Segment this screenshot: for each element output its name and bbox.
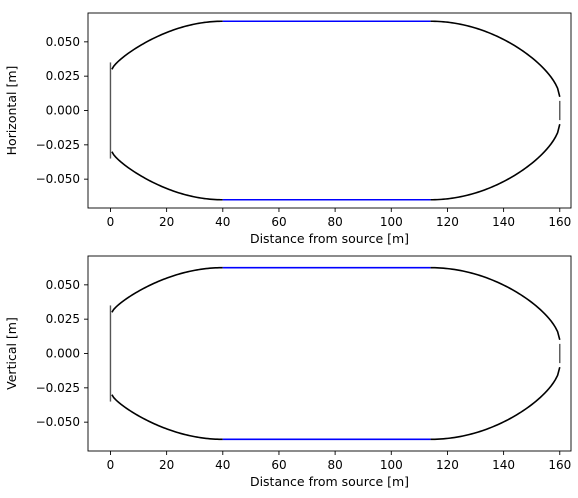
envelope-lower-left-curve	[111, 151, 223, 201]
y-tick-label: 0.000	[46, 347, 80, 361]
y-tick-label: −0.050	[36, 172, 80, 186]
envelope-upper-left-curve	[111, 20, 223, 70]
x-tick-label: 120	[436, 215, 459, 229]
axes-frame	[87, 255, 572, 452]
x-axis-label: Distance from source [m]	[250, 231, 409, 246]
horizontal-plot: 0 20 40 60 80 100 120 140 160 −0.050 −0.025 0.000 0.…	[4, 12, 572, 246]
y-axis-label: Horizontal [m]	[4, 66, 19, 156]
envelope-upper-right-curve	[430, 20, 561, 97]
y-tick-label: −0.025	[36, 381, 80, 395]
x-tick-label: 100	[380, 458, 403, 472]
x-tick-label: 20	[159, 458, 174, 472]
x-tick-label: 140	[492, 458, 515, 472]
envelope-upper-right-curve	[430, 266, 561, 340]
y-tick-label: 0.050	[46, 35, 80, 49]
x-tick-label: 40	[215, 458, 230, 472]
x-tick-label: 100	[380, 215, 403, 229]
x-tick-label: 140	[492, 215, 515, 229]
x-tick-label: 60	[271, 215, 286, 229]
x-tick-label: 80	[327, 215, 342, 229]
envelope-lower-left-curve	[111, 394, 223, 441]
x-tick-label: 20	[159, 215, 174, 229]
x-tick-label: 0	[107, 458, 115, 472]
y-axis-label: Vertical [m]	[4, 317, 19, 390]
x-axis-label: Distance from source [m]	[250, 474, 409, 489]
x-tick-label: 40	[215, 215, 230, 229]
y-tick-label: 0.025	[46, 312, 80, 326]
x-tick-label: 160	[548, 215, 571, 229]
x-tick-label: 160	[548, 458, 571, 472]
axes-frame	[87, 12, 572, 209]
vertical-plot: 0 20 40 60 80 100 120 140 160 −0.050 −0.025 0.000 0.…	[4, 255, 572, 489]
y-tick-label: 0.000	[46, 104, 80, 118]
y-tick-label: 0.025	[46, 69, 80, 83]
x-tick-label: 120	[436, 458, 459, 472]
y-tick-label: −0.025	[36, 138, 80, 152]
y-tick-label: −0.050	[36, 415, 80, 429]
x-tick-label: 80	[327, 458, 342, 472]
envelope-lower-right-curve	[430, 367, 561, 441]
x-tick-label: 60	[271, 458, 286, 472]
envelope-upper-left-curve	[111, 266, 223, 313]
envelope-lower-right-curve	[430, 124, 561, 201]
y-tick-label: 0.050	[46, 278, 80, 292]
x-tick-label: 0	[107, 215, 115, 229]
